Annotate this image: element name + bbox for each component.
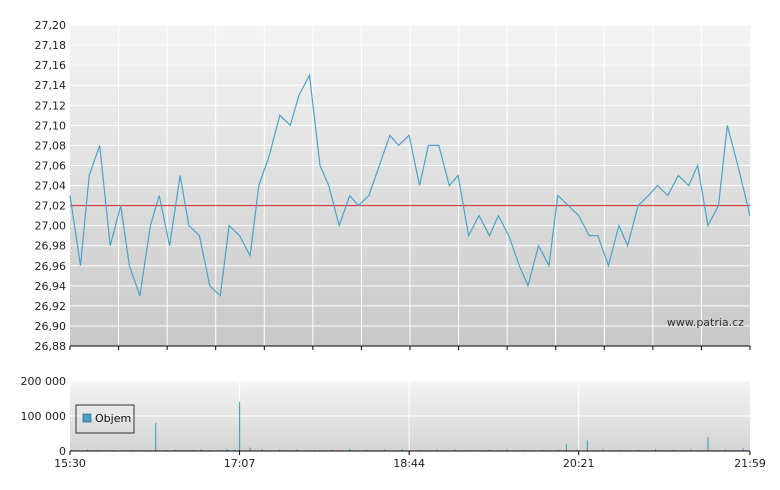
volume-legend: Objem [75, 404, 135, 434]
volume-y-tick-label: 0 [59, 445, 66, 458]
price-y-tick-label: 27,12 [35, 99, 67, 112]
price-y-tick-label: 27,00 [35, 220, 67, 233]
price-y-tick-label: 27,18 [35, 39, 67, 52]
x-tick-label: 18:44 [393, 457, 425, 470]
x-tick-label: 15:30 [54, 457, 86, 470]
price-y-tick-label: 27,14 [35, 79, 67, 92]
volume-y-tick-label: 200 000 [21, 375, 67, 388]
x-tick-label: 17:07 [224, 457, 256, 470]
price-y-tick-label: 26,88 [35, 340, 67, 353]
legend-box [75, 404, 135, 434]
volume-y-axis: 200 000 100 000 0 [21, 375, 67, 458]
price-y-tick-label: 26,90 [35, 320, 67, 333]
price-y-tick-label: 27,02 [35, 200, 67, 213]
price-y-tick-label: 27,04 [35, 180, 67, 193]
volume-y-tick-label: 100 000 [21, 410, 67, 423]
price-y-tick-label: 26,96 [35, 260, 67, 273]
volume-x-axis: 15:30 17:07 18:44 20:21 21:59 [54, 451, 766, 470]
price-y-tick-label: 27,08 [35, 139, 67, 152]
price-y-tick-label: 27,10 [35, 119, 67, 132]
watermark: www.patria.cz [667, 316, 744, 329]
legend-swatch [82, 413, 92, 423]
x-tick-label: 20:21 [563, 457, 595, 470]
price-y-tick-label: 27,16 [35, 59, 67, 72]
price-series-line [69, 73, 751, 298]
price-y-tick-label: 27,20 [35, 19, 67, 32]
legend-label: Objem [95, 412, 131, 425]
x-tick-label: 21:59 [734, 457, 766, 470]
price-y-tick-label: 26,94 [35, 280, 67, 293]
price-y-tick-label: 26,92 [35, 300, 67, 313]
price-y-tick-label: 26,98 [35, 240, 67, 253]
price-y-axis: 27,20 27,18 27,16 27,14 27,12 27,10 27,08 27,06… [35, 19, 67, 353]
price-y-tick-label: 27,06 [35, 159, 67, 172]
price-x-axis-ticks [69, 346, 751, 350]
